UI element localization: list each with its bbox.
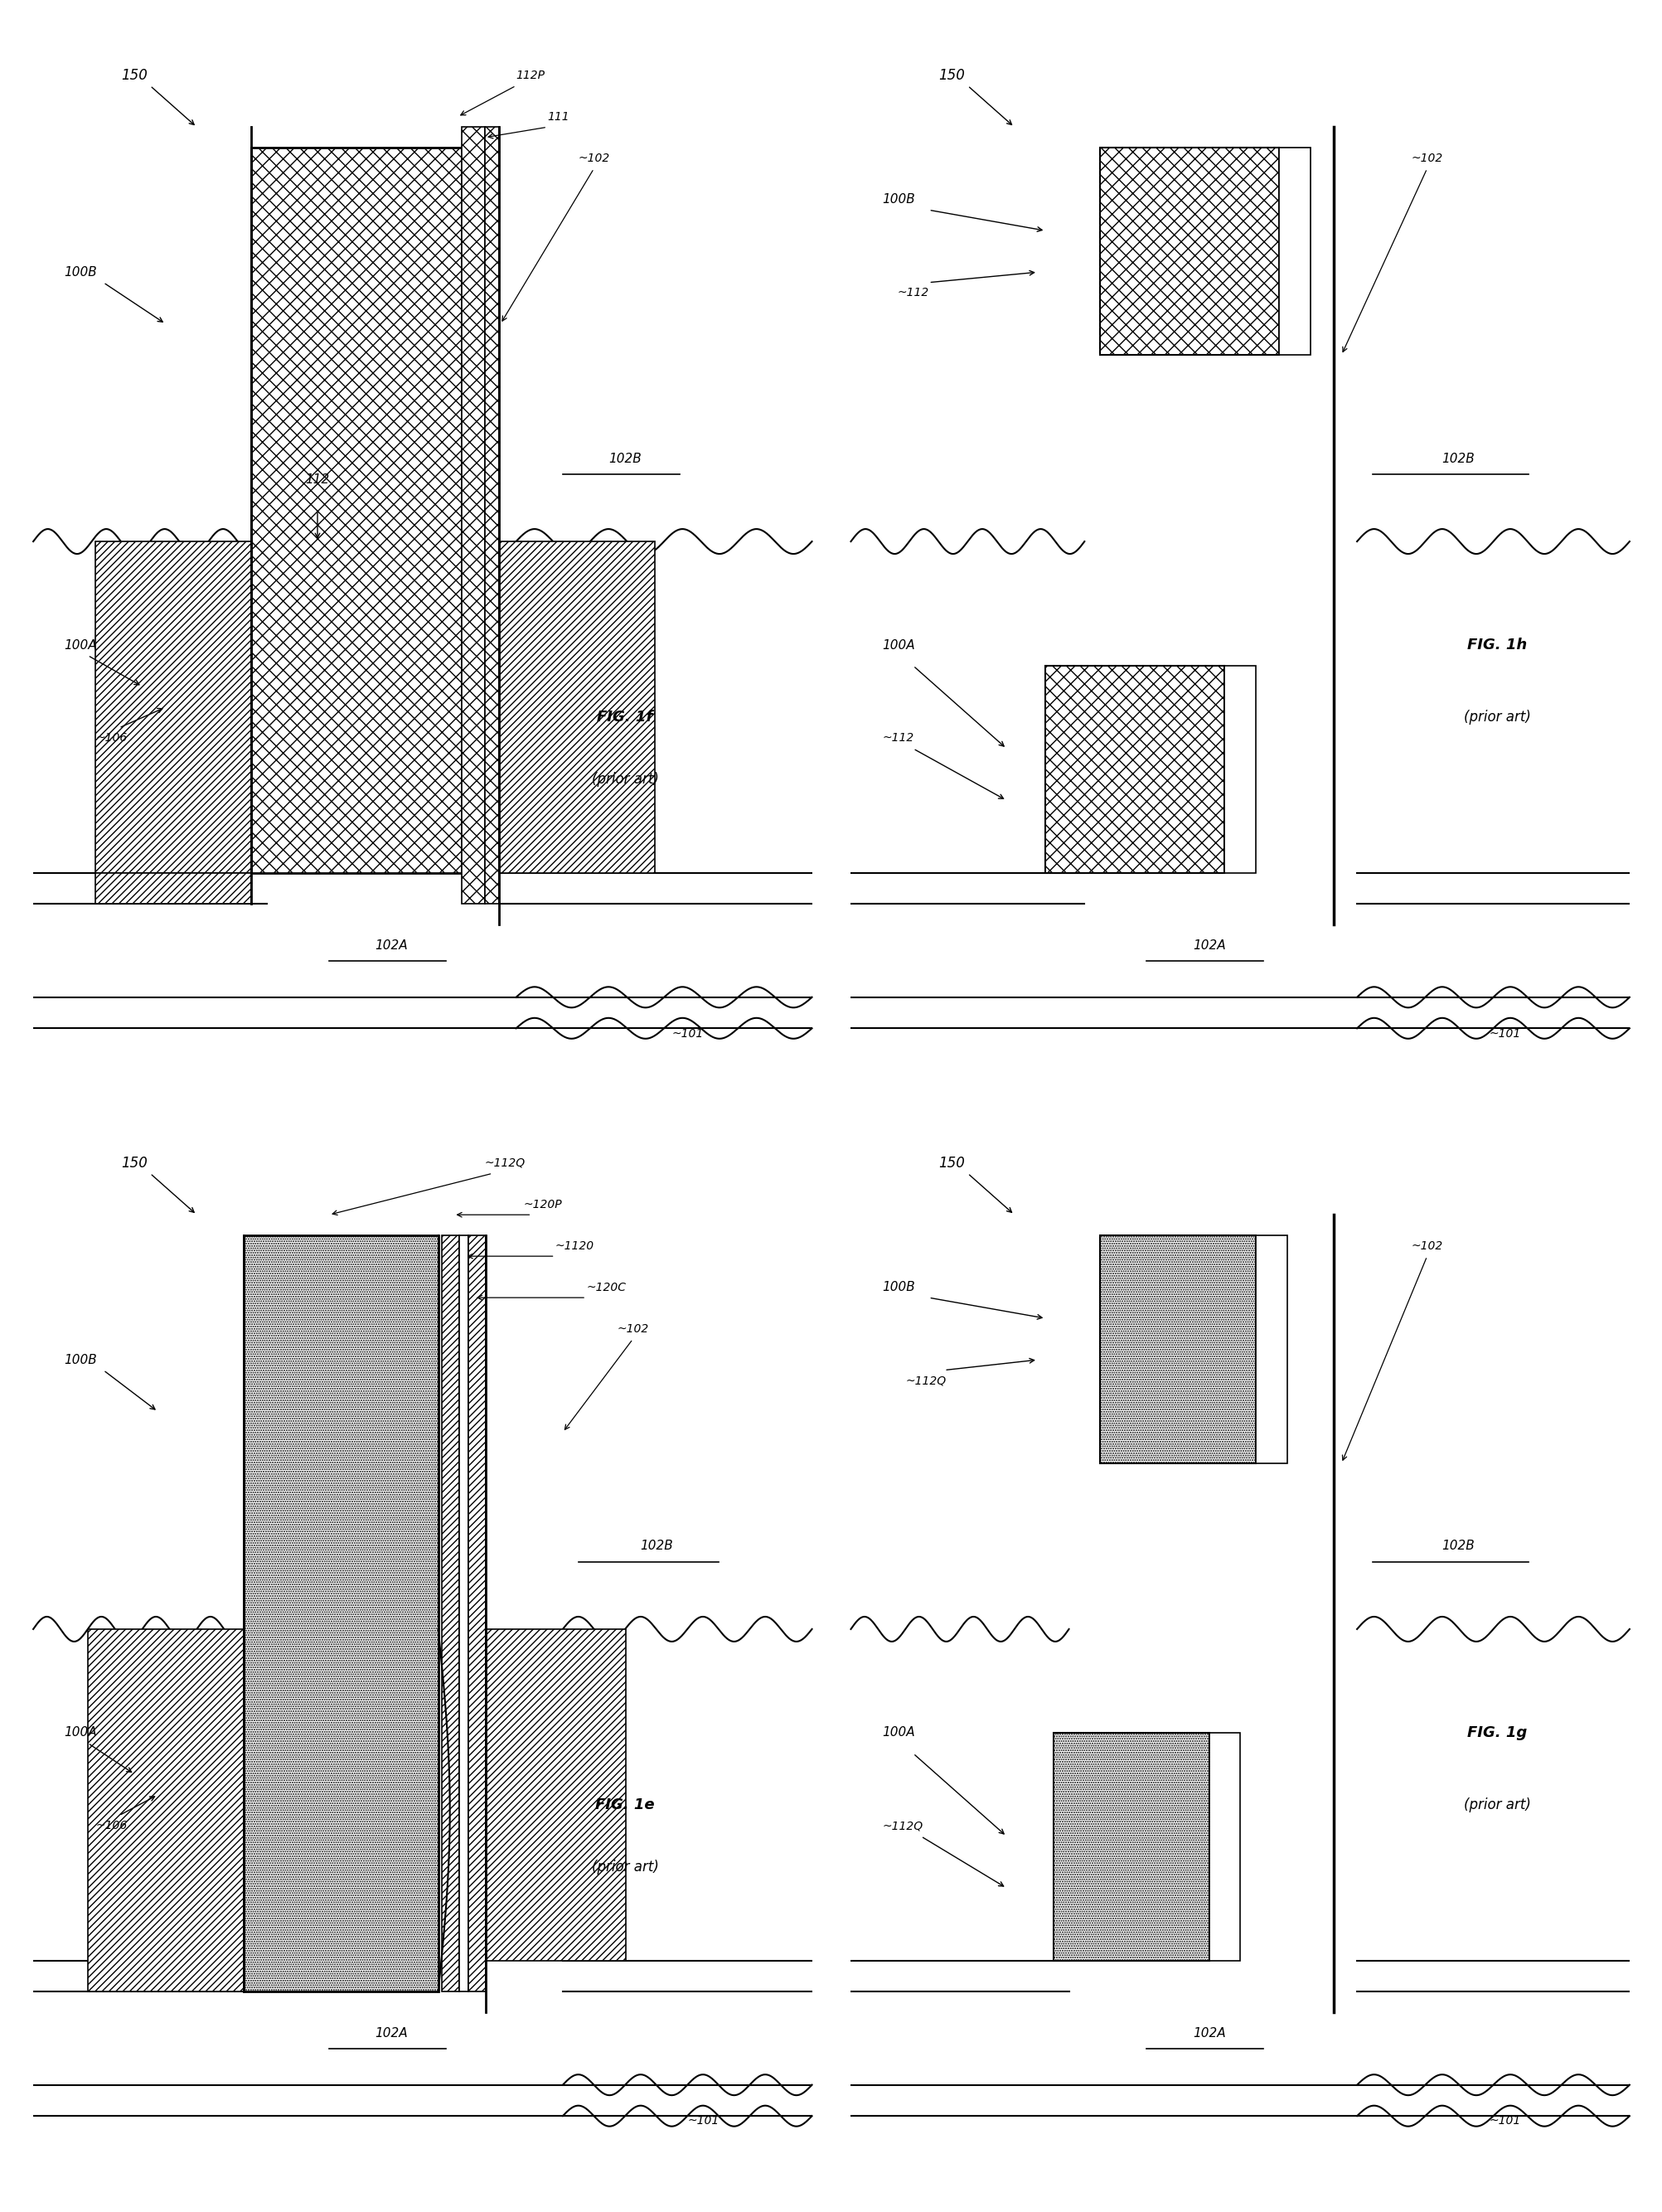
Text: 150: 150 — [121, 69, 148, 82]
Bar — [462, 126, 485, 905]
Bar — [1255, 1237, 1286, 1464]
Text: 102B: 102B — [608, 453, 642, 465]
Text: 150: 150 — [939, 69, 966, 82]
Bar — [1100, 148, 1278, 354]
Text: 150: 150 — [939, 1155, 966, 1170]
Text: 102A: 102A — [1192, 2026, 1225, 2039]
Text: ~106: ~106 — [95, 732, 128, 743]
Text: FIG. 1g: FIG. 1g — [1466, 1725, 1526, 1741]
Text: ~102: ~102 — [1411, 153, 1443, 164]
Text: ~102: ~102 — [1411, 1241, 1443, 1252]
Text: 100B: 100B — [65, 1354, 98, 1367]
Text: 111: 111 — [547, 111, 568, 122]
Bar — [1278, 148, 1310, 354]
Text: 102A: 102A — [1192, 940, 1225, 951]
Text: 100B: 100B — [881, 192, 914, 206]
Bar — [95, 542, 251, 874]
Text: ~120P: ~120P — [524, 1199, 562, 1210]
Text: ~102: ~102 — [617, 1323, 648, 1334]
Text: 102A: 102A — [376, 2026, 407, 2039]
Bar — [88, 1628, 243, 1991]
Text: ~112: ~112 — [881, 732, 914, 743]
Text: (prior art): (prior art) — [592, 1860, 658, 1876]
Bar — [1223, 666, 1255, 874]
Text: (prior art): (prior art) — [592, 772, 658, 787]
Text: ~120C: ~120C — [585, 1281, 625, 1294]
Bar — [442, 1237, 459, 1991]
Bar — [251, 148, 462, 874]
Text: ~112Q: ~112Q — [485, 1157, 525, 1168]
Text: ~1120: ~1120 — [555, 1241, 593, 1252]
Text: 112: 112 — [306, 473, 329, 484]
Text: 102B: 102B — [1441, 453, 1474, 465]
Bar — [95, 874, 251, 905]
Text: 102A: 102A — [376, 940, 407, 951]
Bar — [1045, 666, 1223, 874]
Text: ~112: ~112 — [897, 288, 929, 299]
Text: 100A: 100A — [881, 639, 914, 650]
Bar — [1052, 1732, 1208, 1960]
Text: 100B: 100B — [65, 265, 98, 279]
Text: 100B: 100B — [881, 1281, 914, 1294]
Bar — [485, 126, 499, 905]
Bar — [469, 1237, 485, 1991]
Text: FIG. 1h: FIG. 1h — [1466, 637, 1526, 653]
Bar — [1208, 1732, 1240, 1960]
Text: (prior art): (prior art) — [1463, 710, 1531, 726]
Bar — [485, 1628, 625, 1960]
Text: 102B: 102B — [1441, 1540, 1474, 1553]
Text: ~112Q: ~112Q — [904, 1374, 946, 1387]
Bar — [499, 542, 655, 874]
Text: ~112Q: ~112Q — [881, 1820, 922, 1832]
Text: ~101: ~101 — [1489, 2115, 1521, 2128]
Text: 100A: 100A — [65, 639, 96, 650]
Text: 100A: 100A — [881, 1728, 914, 1739]
Text: ~101: ~101 — [671, 1029, 703, 1040]
Bar — [243, 1237, 439, 1991]
Text: (prior art): (prior art) — [1463, 1798, 1531, 1812]
Text: 150: 150 — [121, 1155, 148, 1170]
Text: 112P: 112P — [515, 69, 545, 82]
Text: ~101: ~101 — [686, 2115, 718, 2128]
Text: ~102: ~102 — [578, 153, 610, 164]
Text: 102B: 102B — [640, 1540, 673, 1553]
Bar — [1100, 1237, 1255, 1464]
Text: ~106: ~106 — [95, 1820, 128, 1832]
Bar — [459, 1237, 469, 1991]
Text: ~101: ~101 — [1489, 1029, 1521, 1040]
Text: FIG. 1f: FIG. 1f — [597, 710, 653, 726]
Text: 100A: 100A — [65, 1728, 96, 1739]
Text: FIG. 1e: FIG. 1e — [595, 1798, 655, 1812]
